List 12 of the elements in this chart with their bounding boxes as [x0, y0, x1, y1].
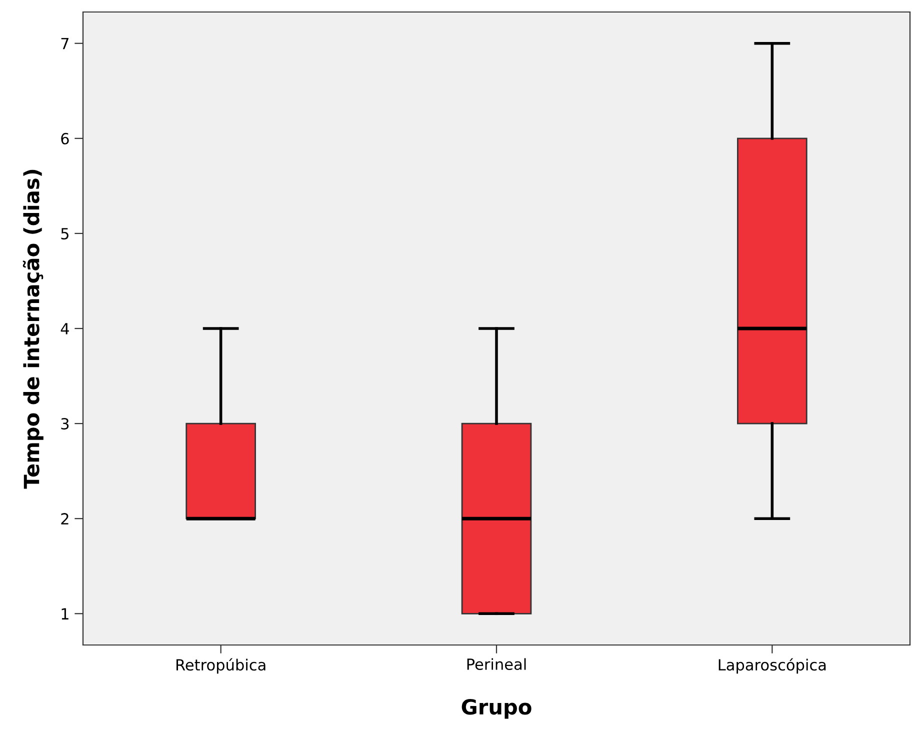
x-tick-label: Retropúbica — [176, 658, 266, 674]
y-tick-label: 2 — [61, 513, 68, 524]
y-tick-label: 5 — [61, 228, 68, 240]
y-axis-title: Tempo de internação (dias) — [22, 170, 44, 489]
y-tick-label: 7 — [61, 38, 68, 50]
y-tick-label: 4 — [60, 323, 69, 334]
y-tick-label: 6 — [61, 132, 69, 144]
x-tick-label: Perineal — [467, 658, 526, 670]
y-tick-label: 3 — [61, 418, 69, 430]
x-tick-label: Laparoscópica — [718, 658, 826, 674]
y-tick-label: 1 — [62, 608, 68, 620]
x-axis-title: Grupo — [462, 698, 532, 719]
